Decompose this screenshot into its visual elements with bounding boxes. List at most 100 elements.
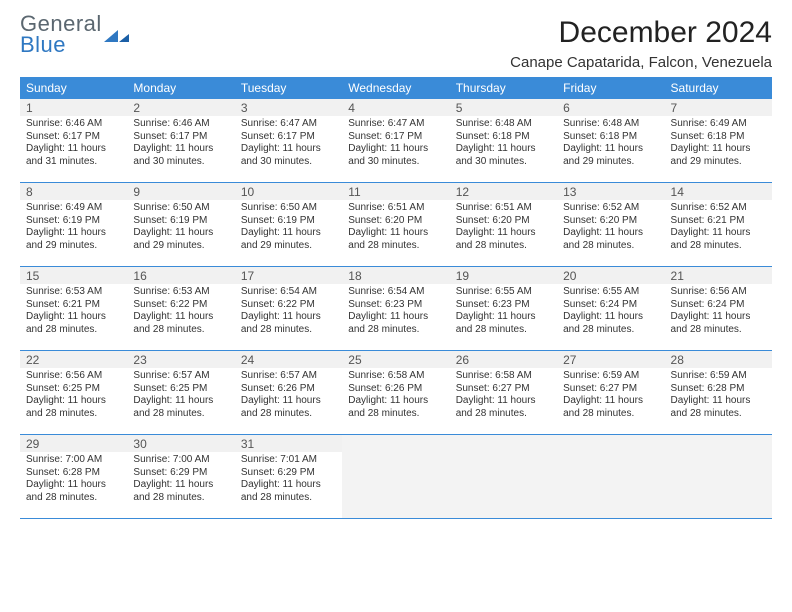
sunrise-line: Sunrise: 6:52 AM: [671, 202, 766, 215]
weekday-header: Wednesday: [342, 77, 449, 99]
day-number: 27: [557, 351, 664, 368]
day-number: 14: [665, 183, 772, 200]
daylight-line: Daylight: 11 hours and 28 minutes.: [348, 311, 443, 336]
sunrise-line: Sunrise: 7:00 AM: [26, 454, 121, 467]
sunrise-line: Sunrise: 6:53 AM: [133, 286, 228, 299]
sunrise-line: Sunrise: 6:48 AM: [563, 118, 658, 131]
day-number: 5: [450, 99, 557, 116]
day-number: 12: [450, 183, 557, 200]
sunset-line: Sunset: 6:23 PM: [348, 299, 443, 312]
daylight-line: Daylight: 11 hours and 28 minutes.: [456, 311, 551, 336]
sunset-line: Sunset: 6:28 PM: [26, 467, 121, 480]
location-text: Canape Capatarida, Falcon, Venezuela: [510, 54, 772, 71]
sunset-line: Sunset: 6:25 PM: [133, 383, 228, 396]
daylight-line: Daylight: 11 hours and 28 minutes.: [241, 395, 336, 420]
calendar-row: 8Sunrise: 6:49 AMSunset: 6:19 PMDaylight…: [20, 183, 772, 267]
sunrise-line: Sunrise: 6:59 AM: [671, 370, 766, 383]
calendar-cell: 18 Sunrise: 6:54 AMSunset: 6:23 PMDayligh…: [342, 267, 449, 351]
sunrise-line: Sunrise: 6:56 AM: [26, 370, 121, 383]
calendar-cell: 21Sunrise: 6:56 AMSunset: 6:24 PMDayligh…: [665, 267, 772, 351]
day-number: 8: [20, 183, 127, 200]
sunrise-line: Sunrise: 6:54 AM: [241, 286, 336, 299]
weekday-header: Sunday: [20, 77, 127, 99]
sunrise-line: Sunrise: 6:54 AM: [348, 286, 443, 299]
calendar-cell: 3Sunrise: 6:47 AMSunset: 6:17 PMDaylight…: [235, 99, 342, 183]
weekday-header: Tuesday: [235, 77, 342, 99]
calendar-cell: 15Sunrise: 6:53 AMSunset: 6:21 PMDayligh…: [20, 267, 127, 351]
day-number: 7: [665, 99, 772, 116]
day-number: 3: [235, 99, 342, 116]
daylight-line: Daylight: 11 hours and 29 minutes.: [671, 143, 766, 168]
sunset-line: Sunset: 6:17 PM: [26, 131, 121, 144]
calendar-row: 29Sunrise: 7:00 AMSunset: 6:28 PMDayligh…: [20, 435, 772, 519]
day-number: 20: [557, 267, 664, 284]
calendar-cell: 4Sunrise: 6:47 AMSunset: 6:17 PMDaylight…: [342, 99, 449, 183]
daylight-line: Daylight: 11 hours and 28 minutes.: [671, 227, 766, 252]
sunset-line: Sunset: 6:21 PM: [671, 215, 766, 228]
calendar-cell: 20 Sunrise: 6:55 AMSunset: 6:24 PMDayligh…: [557, 267, 664, 351]
sunset-line: Sunset: 6:24 PM: [671, 299, 766, 312]
daylight-line: Daylight: 11 hours and 28 minutes.: [456, 227, 551, 252]
sunset-line: Sunset: 6:21 PM: [26, 299, 121, 312]
day-number: 6: [557, 99, 664, 116]
day-number: 18: [342, 267, 449, 284]
sunset-line: Sunset: 6:24 PM: [563, 299, 658, 312]
daylight-line: Daylight: 11 hours and 28 minutes.: [133, 395, 228, 420]
sunset-line: Sunset: 6:17 PM: [348, 131, 443, 144]
daylight-line: Daylight: 11 hours and 28 minutes.: [563, 311, 658, 336]
sunrise-line: Sunrise: 6:46 AM: [133, 118, 228, 131]
sunset-line: Sunset: 6:27 PM: [456, 383, 551, 396]
daylight-line: Daylight: 11 hours and 30 minutes.: [456, 143, 551, 168]
day-number: 10: [235, 183, 342, 200]
sunrise-line: Sunrise: 6:52 AM: [563, 202, 658, 215]
sunset-line: Sunset: 6:19 PM: [241, 215, 336, 228]
calendar-cell: 8Sunrise: 6:49 AMSunset: 6:19 PMDaylight…: [20, 183, 127, 267]
sunset-line: Sunset: 6:18 PM: [671, 131, 766, 144]
calendar-cell-empty: [450, 435, 557, 519]
sunset-line: Sunset: 6:17 PM: [241, 131, 336, 144]
sunrise-line: Sunrise: 6:57 AM: [241, 370, 336, 383]
daylight-line: Daylight: 11 hours and 30 minutes.: [241, 143, 336, 168]
calendar-cell: 24Sunrise: 6:57 AMSunset: 6:26 PMDayligh…: [235, 351, 342, 435]
calendar-cell: 2Sunrise: 6:46 AMSunset: 6:17 PMDaylight…: [127, 99, 234, 183]
sunset-line: Sunset: 6:17 PM: [133, 131, 228, 144]
calendar-row: 22Sunrise: 6:56 AMSunset: 6:25 PMDayligh…: [20, 351, 772, 435]
daylight-line: Daylight: 11 hours and 29 minutes.: [563, 143, 658, 168]
sunset-line: Sunset: 6:25 PM: [26, 383, 121, 396]
sunset-line: Sunset: 6:28 PM: [671, 383, 766, 396]
day-number: 30: [127, 435, 234, 452]
calendar-cell: 14 Sunrise: 6:52 AMSunset: 6:21 PMDayligh…: [665, 183, 772, 267]
calendar-cell: 25Sunrise: 6:58 AMSunset: 6:26 PMDayligh…: [342, 351, 449, 435]
sunset-line: Sunset: 6:20 PM: [563, 215, 658, 228]
day-number: 2: [127, 99, 234, 116]
brand-mark-icon: [104, 24, 130, 46]
weekday-header-row: Sunday Monday Tuesday Wednesday Thursday…: [20, 77, 772, 99]
brand-line2: Blue: [20, 35, 102, 56]
sunrise-line: Sunrise: 6:58 AM: [348, 370, 443, 383]
calendar-cell: 31Sunrise: 7:01 AMSunset: 6:29 PMDayligh…: [235, 435, 342, 519]
sunset-line: Sunset: 6:22 PM: [133, 299, 228, 312]
sunrise-line: Sunrise: 6:46 AM: [26, 118, 121, 131]
daylight-line: Daylight: 11 hours and 28 minutes.: [671, 395, 766, 420]
daylight-line: Daylight: 11 hours and 28 minutes.: [671, 311, 766, 336]
calendar-cell: 1Sunrise: 6:46 AMSunset: 6:17 PMDaylight…: [20, 99, 127, 183]
sunrise-line: Sunrise: 6:48 AM: [456, 118, 551, 131]
sunset-line: Sunset: 6:29 PM: [241, 467, 336, 480]
sunrise-line: Sunrise: 6:51 AM: [456, 202, 551, 215]
day-number: 23: [127, 351, 234, 368]
sunset-line: Sunset: 6:18 PM: [456, 131, 551, 144]
calendar-cell: 29Sunrise: 7:00 AMSunset: 6:28 PMDayligh…: [20, 435, 127, 519]
calendar-cell: 26Sunrise: 6:58 AMSunset: 6:27 PMDayligh…: [450, 351, 557, 435]
calendar-cell: 7Sunrise: 6:49 AMSunset: 6:18 PMDaylight…: [665, 99, 772, 183]
day-number: 26: [450, 351, 557, 368]
calendar-row: 15Sunrise: 6:53 AMSunset: 6:21 PMDayligh…: [20, 267, 772, 351]
calendar-cell: 9Sunrise: 6:50 AMSunset: 6:19 PMDaylight…: [127, 183, 234, 267]
calendar-cell: 11Sunrise: 6:51 AMSunset: 6:20 PMDayligh…: [342, 183, 449, 267]
sunset-line: Sunset: 6:20 PM: [348, 215, 443, 228]
sunset-line: Sunset: 6:19 PM: [133, 215, 228, 228]
daylight-line: Daylight: 11 hours and 28 minutes.: [241, 311, 336, 336]
sunrise-line: Sunrise: 6:55 AM: [563, 286, 658, 299]
calendar-cell: 27Sunrise: 6:59 AMSunset: 6:27 PMDayligh…: [557, 351, 664, 435]
calendar-cell: 5 Sunrise: 6:48 AMSunset: 6:18 PMDaylight…: [450, 99, 557, 183]
weekday-header: Monday: [127, 77, 234, 99]
